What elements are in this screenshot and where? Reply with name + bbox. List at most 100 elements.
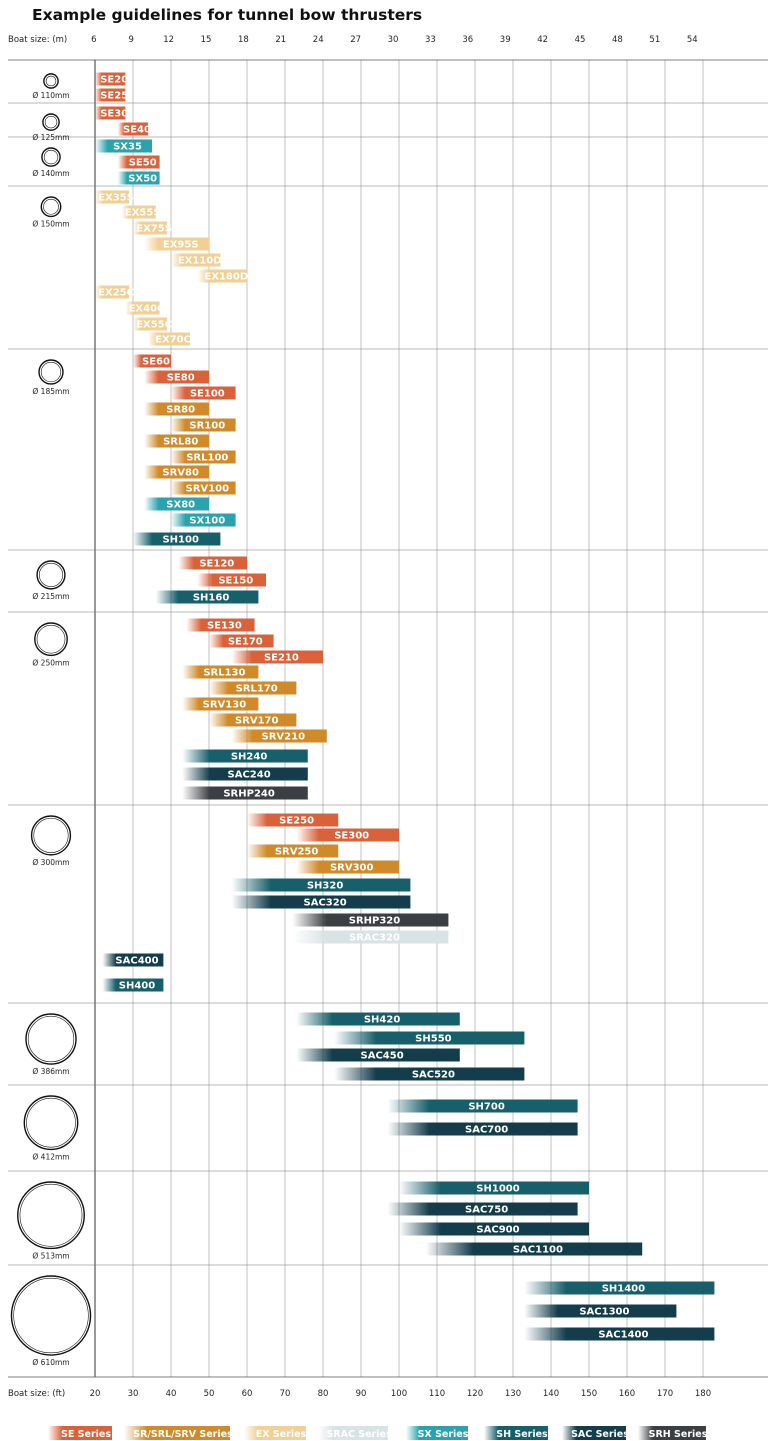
x-tick-ft: 20 bbox=[90, 1389, 101, 1399]
bar-label-se80: SE80 bbox=[167, 373, 195, 384]
legend-swatch-sh bbox=[484, 1426, 548, 1440]
bar-label-sr80: SR80 bbox=[166, 405, 195, 416]
tunnel-diameter-icon bbox=[36, 560, 66, 590]
bar-label-se130: SE130 bbox=[207, 621, 242, 632]
bar-se25 bbox=[95, 88, 126, 102]
bar-srhp240 bbox=[182, 786, 308, 800]
bar-sh550 bbox=[334, 1031, 525, 1045]
bar-sh420 bbox=[296, 1012, 460, 1026]
tunnel-inner-icon bbox=[45, 75, 57, 87]
bar-label-ex40c: EX40C bbox=[129, 304, 165, 315]
x-tick-m: 54 bbox=[687, 35, 698, 45]
bar-se300 bbox=[296, 828, 399, 842]
bar-sr80 bbox=[144, 402, 209, 416]
bar-label-ex55c: EX55C bbox=[136, 320, 172, 331]
legend-label-sac: SAC Series bbox=[571, 1429, 629, 1440]
top-axis-title: Boat size: (m) bbox=[8, 35, 67, 45]
x-tick-ft: 50 bbox=[204, 1389, 215, 1399]
x-tick-m: 15 bbox=[201, 35, 212, 45]
legend-label-se: SE Series bbox=[61, 1429, 111, 1440]
bar-label-sac450: SAC450 bbox=[361, 1051, 404, 1062]
bar-label-ex25c: EX25C bbox=[98, 288, 134, 299]
diameter-label: Ø 610mm bbox=[32, 1358, 69, 1367]
bar-se170 bbox=[209, 634, 274, 648]
legend-swatch-sac bbox=[562, 1426, 626, 1440]
diameter-label: Ø 386mm bbox=[32, 1067, 69, 1076]
bar-label-srhp320: SRHP320 bbox=[349, 916, 401, 927]
diameter-label: Ø 125mm bbox=[32, 133, 69, 142]
tunnel-inner-icon bbox=[44, 115, 58, 129]
x-tick-ft: 30 bbox=[128, 1389, 139, 1399]
bar-label-sac700: SAC700 bbox=[465, 1125, 508, 1136]
bar-label-srl130: SRL130 bbox=[203, 668, 245, 679]
tunnel-diameter-icon bbox=[41, 147, 61, 167]
bar-srl100 bbox=[171, 450, 236, 464]
bar-sac240 bbox=[182, 767, 308, 781]
bar-label-ex35s: EX35S bbox=[98, 193, 134, 204]
bar-label-sh240: SH240 bbox=[231, 752, 267, 763]
bar-sac700 bbox=[387, 1122, 578, 1136]
x-tick-ft: 160 bbox=[619, 1389, 635, 1399]
bar-label-se250: SE250 bbox=[279, 816, 314, 827]
x-tick-m: 18 bbox=[238, 35, 249, 45]
x-tick-m: 24 bbox=[313, 35, 324, 45]
diameter-label: Ø 300mm bbox=[32, 858, 69, 867]
x-tick-ft: 140 bbox=[543, 1389, 559, 1399]
tunnel-diameter-icon bbox=[25, 1013, 77, 1065]
bar-se50 bbox=[117, 155, 160, 169]
bar-label-se210: SE210 bbox=[264, 653, 299, 664]
bar-label-se25: SE25 bbox=[100, 91, 128, 102]
bar-sac1400 bbox=[524, 1327, 715, 1341]
bar-se150 bbox=[197, 573, 266, 587]
x-tick-m: 48 bbox=[612, 35, 623, 45]
bar-sh100 bbox=[133, 532, 221, 546]
bar-ex95s bbox=[144, 237, 209, 251]
bar-label-sx80: SX80 bbox=[166, 500, 195, 511]
bar-label-srl80: SRL80 bbox=[163, 437, 198, 448]
bar-ex55s bbox=[121, 205, 156, 219]
legend-label-srac: SRAC Series bbox=[326, 1429, 391, 1440]
bar-label-ex110d: EX110D bbox=[178, 256, 222, 267]
bar-ex75s bbox=[133, 221, 168, 235]
bar-label-ex75s: EX75S bbox=[136, 224, 172, 235]
x-tick-ft: 110 bbox=[429, 1389, 445, 1399]
x-tick-m: 12 bbox=[163, 35, 174, 45]
legend-swatch-sx bbox=[406, 1426, 468, 1440]
diameter-label: Ø 412mm bbox=[32, 1152, 69, 1161]
bar-sr100 bbox=[171, 418, 236, 432]
diameter-label: Ø 185mm bbox=[32, 387, 69, 396]
bar-label-sac1300: SAC1300 bbox=[579, 1307, 629, 1318]
tunnel-inner-icon bbox=[19, 1183, 83, 1247]
bar-label-srv210: SRV210 bbox=[262, 732, 306, 743]
diameter-label: Ø 513mm bbox=[32, 1251, 69, 1260]
bar-se130 bbox=[186, 618, 255, 632]
bar-sh320 bbox=[231, 878, 411, 892]
bar-label-sac900: SAC900 bbox=[476, 1225, 519, 1236]
bar-sx100 bbox=[171, 513, 236, 527]
legend-label-ex: EX Series bbox=[256, 1429, 307, 1440]
tunnel-diameter-icon bbox=[34, 622, 68, 657]
bar-sac1300 bbox=[524, 1304, 677, 1318]
x-tick-ft: 60 bbox=[242, 1389, 253, 1399]
bar-label-sac750: SAC750 bbox=[465, 1205, 508, 1216]
bar-label-srl100: SRL100 bbox=[186, 453, 228, 464]
x-tick-ft: 70 bbox=[280, 1389, 291, 1399]
bar-se250 bbox=[247, 813, 339, 827]
bar-srv130 bbox=[182, 697, 259, 711]
x-tick-m: 21 bbox=[275, 35, 286, 45]
tunnel-inner-icon bbox=[36, 624, 66, 654]
bar-label-sr100: SR100 bbox=[189, 421, 225, 432]
bar-label-se30: SE30 bbox=[100, 109, 128, 120]
bar-label-se20: SE20 bbox=[100, 75, 128, 86]
bar-label-sx100: SX100 bbox=[189, 516, 225, 527]
bar-label-srv250: SRV250 bbox=[275, 847, 319, 858]
bar-srv100 bbox=[171, 481, 236, 495]
tunnel-inner-icon bbox=[40, 361, 62, 383]
bar-label-sh320: SH320 bbox=[307, 881, 343, 892]
bar-se210 bbox=[231, 650, 323, 664]
diameter-label: Ø 150mm bbox=[32, 219, 69, 228]
bar-label-srv130: SRV130 bbox=[203, 700, 247, 711]
bar-label-sac320: SAC320 bbox=[304, 898, 347, 909]
x-tick-m: 6 bbox=[91, 35, 96, 45]
